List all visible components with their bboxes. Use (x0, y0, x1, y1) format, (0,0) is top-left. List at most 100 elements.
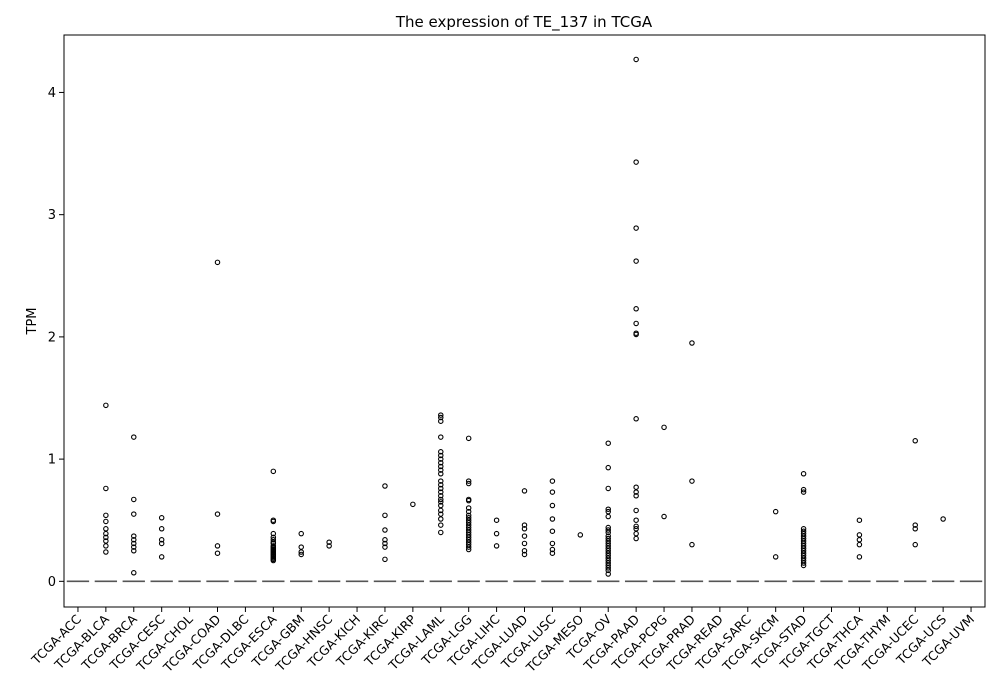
outlier-point (158, 515, 165, 521)
outlier-point (772, 554, 779, 560)
outlier-point (856, 517, 863, 523)
chart-title: The expression of TE_137 in TCGA (395, 13, 653, 32)
outlier-point (633, 56, 639, 63)
outlier-point (158, 554, 165, 560)
outlier-point (270, 530, 277, 537)
outlier-point (438, 489, 444, 495)
outlier-point (465, 544, 472, 550)
outlier-point (382, 527, 388, 533)
outlier-point (912, 438, 918, 444)
outlier-point (438, 418, 444, 424)
outlier-point (633, 416, 639, 422)
outlier-point (940, 516, 946, 522)
outlier-point (605, 565, 611, 571)
outlier-point (549, 502, 556, 509)
outlier-point (382, 540, 388, 547)
outlier-point (270, 518, 277, 525)
y-tick-label: 3 (48, 208, 56, 223)
outlier-point (633, 493, 639, 499)
outlier-point (465, 480, 472, 487)
outlier-point (438, 478, 444, 484)
outlier-point (633, 306, 639, 312)
outlier-point (270, 557, 277, 564)
outlier-point (438, 482, 444, 488)
outlier-point (382, 556, 388, 563)
outlier-point (131, 434, 137, 440)
outlier-point (605, 527, 611, 533)
outlier-point (131, 533, 137, 539)
outlier-point (549, 478, 556, 484)
outlier-point (131, 496, 137, 503)
outlier-point (103, 549, 109, 555)
outlier-point (382, 512, 388, 519)
y-tick-label: 1 (48, 453, 56, 468)
outlier-point (549, 528, 556, 534)
outlier-point (438, 516, 444, 522)
outlier-point (465, 435, 472, 442)
outlier-point (131, 537, 137, 543)
outlier-point (382, 544, 388, 550)
outlier-point (605, 485, 611, 492)
outlier-point (131, 548, 137, 554)
outlier-point (382, 483, 388, 489)
outlier-point (465, 478, 472, 484)
outlier-point (103, 534, 109, 541)
outlier-point (131, 570, 137, 576)
outlier-point (438, 456, 444, 462)
outlier-point (103, 512, 109, 519)
outlier-point (438, 507, 444, 514)
outlier-point (465, 508, 472, 515)
outlier-point (158, 537, 165, 543)
outlier-point (549, 540, 556, 547)
outlier-point (856, 554, 863, 560)
outlier-point (131, 540, 137, 547)
outlier-point (633, 535, 639, 542)
outlier-point (521, 488, 528, 494)
outlier-point (438, 414, 444, 421)
outlier-point (912, 541, 918, 548)
outlier-point (214, 259, 221, 266)
outlier-point (438, 452, 444, 459)
outlier-point (689, 541, 695, 548)
y-axis-label: TPM (25, 308, 40, 336)
outlier-point (605, 506, 611, 512)
outlier-point (103, 402, 109, 409)
outlier-point (493, 517, 500, 523)
outlier-point (800, 471, 807, 477)
outlier-point (800, 489, 807, 495)
outlier-point (270, 537, 277, 543)
outlier-point (800, 486, 807, 493)
outlier-point (521, 526, 528, 532)
outlier-point (103, 518, 109, 525)
outlier-point (158, 540, 165, 547)
y-tick-label: 4 (48, 86, 56, 101)
outlier-point (326, 543, 332, 549)
outlier-point (549, 516, 556, 522)
outlier-point (605, 513, 611, 520)
outlier-point (633, 523, 639, 530)
outlier-point (521, 522, 528, 528)
outlier-point (605, 529, 611, 536)
outlier-point (661, 513, 667, 520)
outlier-point (438, 434, 444, 440)
outlier-point (465, 505, 472, 511)
outlier-point (549, 546, 556, 553)
outlier-point (298, 530, 304, 537)
outlier-point (661, 424, 667, 431)
outlier-point (633, 225, 639, 231)
outlier-point (438, 485, 444, 492)
outlier-point (577, 532, 584, 538)
outlier-point (633, 517, 639, 523)
outlier-point (438, 412, 444, 418)
outlier-point (158, 526, 165, 532)
outlier-point (382, 537, 388, 543)
outlier-point (438, 449, 444, 455)
outlier-point (438, 529, 444, 536)
outlier-point (438, 463, 444, 470)
outlier-point (633, 159, 639, 165)
outlier-point (633, 258, 639, 264)
outlier-point (438, 460, 444, 466)
outlier-point (633, 331, 639, 338)
